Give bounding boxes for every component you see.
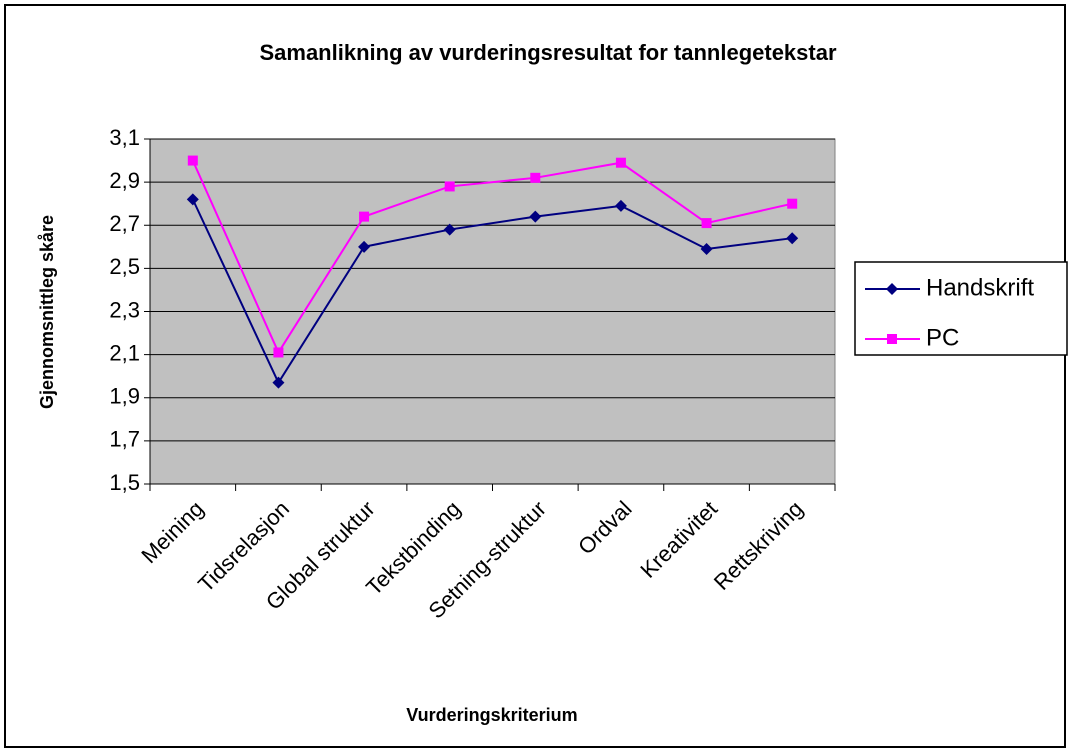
x-axis-label: Vurderingskriterium — [406, 705, 577, 725]
data-point — [187, 155, 198, 166]
y-tick-label: 2,5 — [109, 254, 140, 279]
data-point — [786, 232, 799, 245]
y-tick-label: 2,3 — [109, 297, 140, 322]
series-line — [191, 160, 793, 355]
series-line — [191, 198, 793, 385]
y-tick-label: 1,9 — [109, 384, 140, 409]
data-point — [529, 210, 542, 223]
data-point — [615, 157, 626, 168]
legend-label: Handskrift — [926, 274, 1034, 301]
data-point — [359, 211, 370, 222]
y-tick-label: 2,9 — [109, 168, 140, 193]
data-point — [272, 376, 285, 389]
legend-marker — [887, 334, 897, 344]
y-tick-label: 3,1 — [109, 125, 140, 150]
data-point — [443, 223, 456, 236]
legend-marker — [886, 283, 898, 295]
y-tick-label: 2,7 — [109, 211, 140, 236]
y-tick-label: 1,5 — [109, 470, 140, 495]
data-point — [614, 199, 627, 212]
chart-title: Samanlikning av vurderingsresultat for t… — [259, 40, 836, 65]
data-point — [273, 347, 284, 358]
y-tick-label: 2,1 — [109, 340, 140, 365]
y-tick-label: 1,7 — [109, 427, 140, 452]
data-point — [701, 218, 712, 229]
data-point — [700, 242, 713, 255]
data-point — [530, 172, 541, 183]
legend-label: PC — [926, 324, 959, 351]
data-point — [186, 193, 199, 206]
data-point — [358, 240, 371, 253]
data-point — [787, 198, 798, 209]
data-point — [444, 181, 455, 192]
y-axis-label: Gjennomsnittleg skåre — [37, 215, 57, 409]
